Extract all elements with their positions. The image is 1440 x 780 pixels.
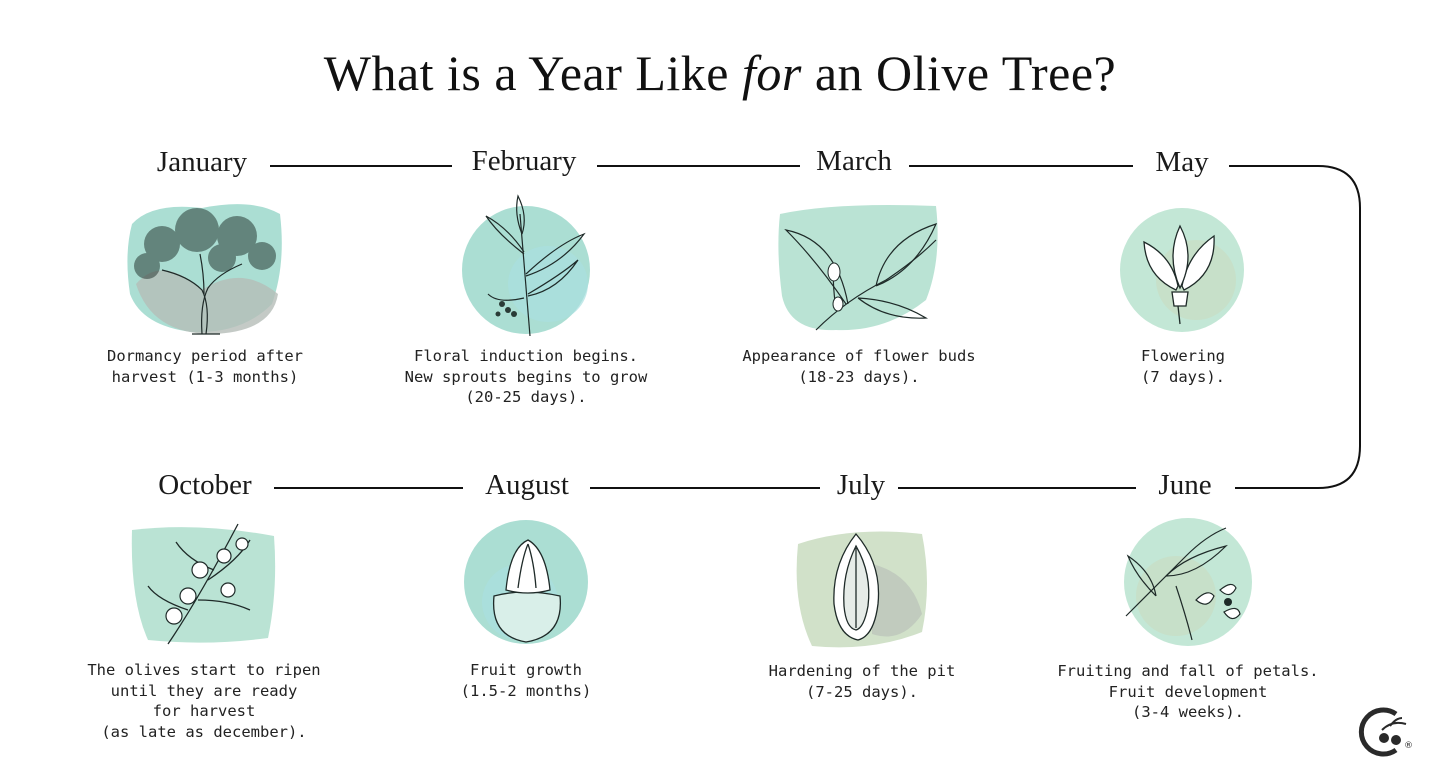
sprout-branch-icon xyxy=(462,194,590,337)
desc-october: The olives start to ripen until they are… xyxy=(87,661,321,741)
month-label-may: May xyxy=(1155,146,1209,178)
olive-logo-icon: ® xyxy=(1358,707,1413,757)
month-label-august: August xyxy=(485,469,569,501)
desc-june: Fruiting and fall of petals. Fruit devel… xyxy=(1057,662,1319,721)
desc-february: Floral induction begins. New sprouts beg… xyxy=(404,347,648,406)
month-label-june: June xyxy=(1158,469,1212,501)
month-label-march: March xyxy=(816,145,892,177)
page-title: What is a Year Like for an Olive Tree? xyxy=(323,45,1117,101)
flower-icon xyxy=(1120,208,1244,332)
flower-bud-icon xyxy=(778,205,938,331)
fruit-section-icon xyxy=(464,520,588,644)
desc-may: Flowering (7 days). xyxy=(1141,347,1225,386)
month-label-october: October xyxy=(158,469,252,501)
petals-fall-icon xyxy=(1124,518,1252,646)
month-label-july: July xyxy=(836,469,886,501)
olive-tree-icon xyxy=(127,204,282,335)
month-label-february: February xyxy=(471,145,577,177)
desc-march: Appearance of flower buds (18-23 days). xyxy=(742,347,976,386)
desc-january: Dormancy period after harvest (1-3 month… xyxy=(107,347,303,386)
registered-mark: ® xyxy=(1404,741,1413,751)
olive-pit-icon xyxy=(796,531,927,648)
month-label-january: January xyxy=(156,146,248,178)
desc-august: Fruit growth (1.5-2 months) xyxy=(460,661,592,700)
olive-branch-icon xyxy=(131,523,276,645)
desc-july: Hardening of the pit (7-25 days). xyxy=(768,662,956,701)
